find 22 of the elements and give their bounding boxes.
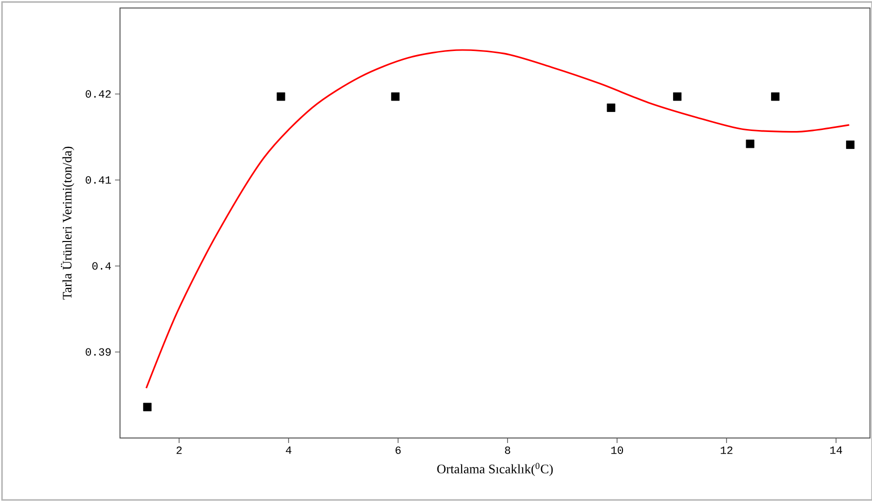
- y-axis-title: Tarla Ürünleri Verimi(ton/da): [60, 146, 74, 300]
- x-tick-label: 10: [611, 446, 624, 454]
- x-axis-title: Ortalama Sıcaklık($^{0}$C): [437, 462, 553, 476]
- x-tick-label: 6: [396, 446, 401, 454]
- y-tick-label: 0.39: [86, 348, 111, 356]
- y-tick-label: 0.41: [86, 176, 111, 184]
- x-tick-label: 14: [830, 446, 842, 454]
- point: [846, 140, 854, 149]
- point: [276, 92, 286, 101]
- line-series: [145, 49, 850, 389]
- point: [771, 92, 780, 101]
- x-tick-label: 12: [720, 446, 732, 454]
- point: [143, 402, 152, 412]
- x-tick-label: 8: [505, 446, 510, 454]
- x-tick-label: 4: [286, 446, 292, 454]
- y-tick-label: 0.4: [92, 262, 111, 270]
- point: [746, 140, 754, 148]
- point: [673, 92, 682, 101]
- y-tick-label: 0.42: [86, 90, 111, 98]
- point: [606, 104, 616, 112]
- x-tick-label: 2: [176, 446, 182, 454]
- point: [391, 92, 400, 101]
